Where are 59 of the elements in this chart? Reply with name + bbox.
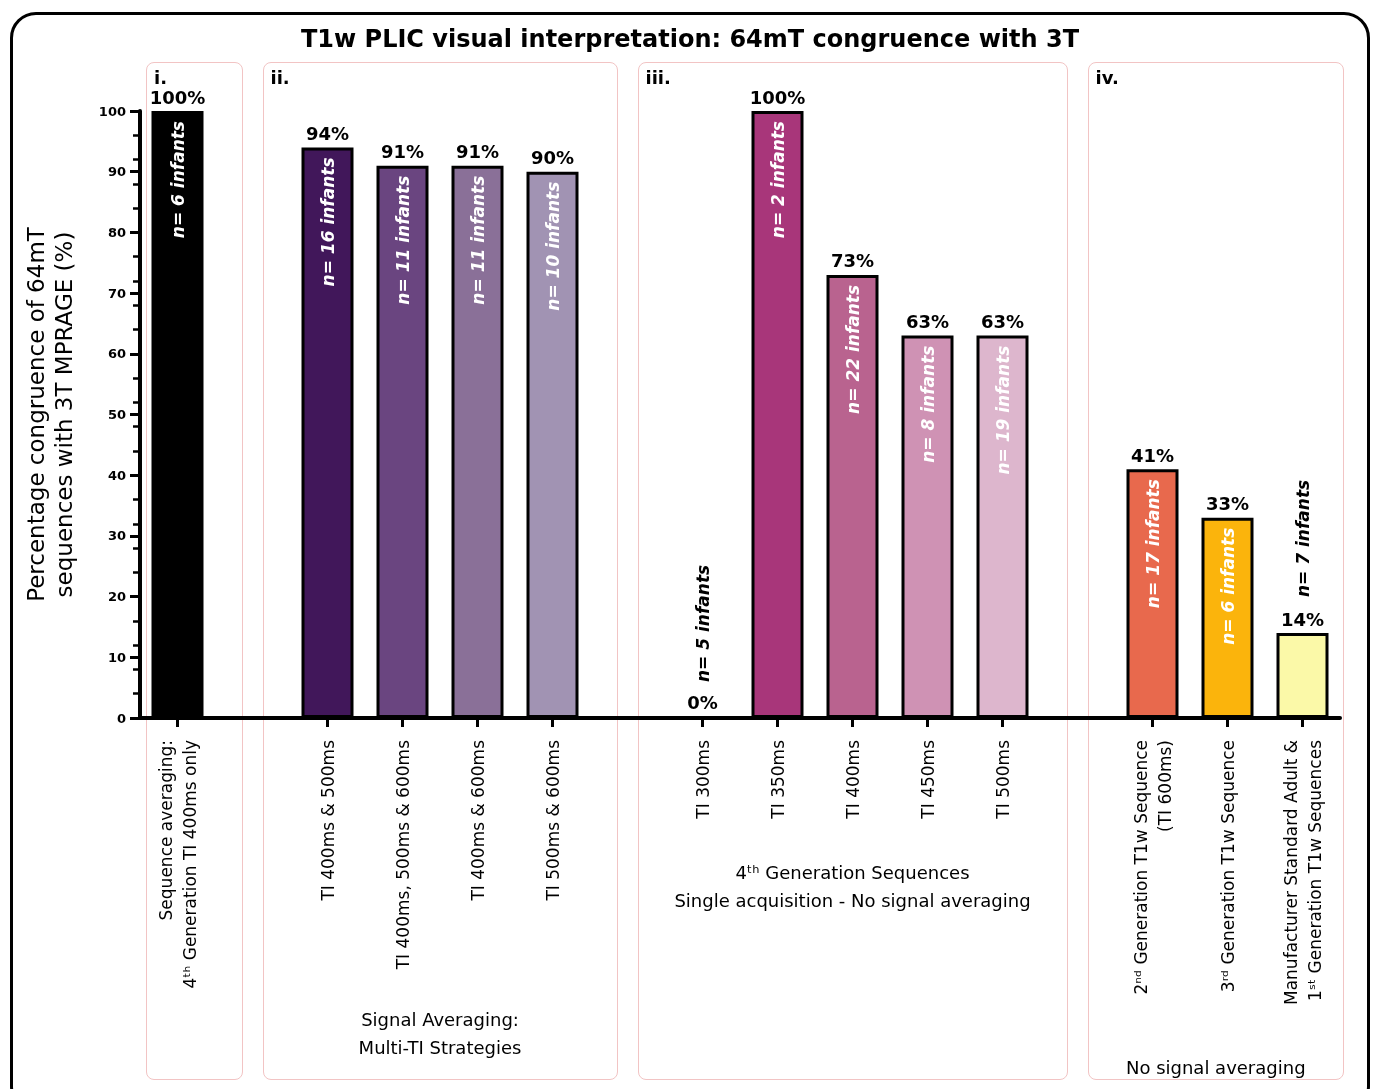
y-tick-label: 70 xyxy=(107,285,126,301)
text: iv. xyxy=(1095,66,1119,88)
x-tick-label: TI 350ms xyxy=(767,739,788,820)
annotation: n= 22 infants xyxy=(842,284,863,414)
y-tick-label: 60 xyxy=(107,346,126,362)
x-tick-label: 3ʳᵈ Generation T1w Sequence xyxy=(1217,740,1238,993)
y-axis-title: Percentage congruence of 64mT sequences with 3T MPRAGE (%) xyxy=(23,226,77,602)
data-label: 0% xyxy=(687,692,718,713)
data-label: 90% xyxy=(530,147,575,169)
text: 4ᵗʰ Generation Sequences Single acquisition - No signal averaging xyxy=(674,861,1031,911)
annotation: n= 10 infants xyxy=(542,181,563,311)
data-label: 63% xyxy=(905,311,950,333)
annotation: n= 2 infants xyxy=(767,121,788,239)
x-tick-label: 2ⁿᵈ Generation T1w Sequence (TI 600ms) xyxy=(1130,740,1175,995)
annotation: n= 5 infants xyxy=(692,564,713,682)
annotation: n= 11 infants xyxy=(467,175,488,305)
data-label: 41% xyxy=(1130,444,1175,466)
x-tick-label: Manufacturer Standard Adult & 1ˢᵗ Generation T1w Sequences xyxy=(1280,739,1325,1005)
y-tick-label: 80 xyxy=(107,224,126,240)
chart-title: T1w PLIC visual interpretation: 64mT congruence with 3T xyxy=(300,25,1080,53)
x-tick-label: TI 450ms xyxy=(917,739,938,820)
y-tick-label: 40 xyxy=(107,467,126,483)
x-tick-label: TI 500ms & 600ms xyxy=(542,739,563,902)
text: ii. xyxy=(270,66,290,88)
data-label: 100% xyxy=(749,86,806,108)
data-label: 94% xyxy=(305,122,350,144)
data-label: 91% xyxy=(380,141,425,163)
y-tick-label: 0 xyxy=(116,710,126,726)
x-tick-label: TI 500ms xyxy=(992,739,1013,820)
text: iii. xyxy=(645,66,671,88)
y-tick-label: 30 xyxy=(107,528,126,544)
annotation: n= 16 infants xyxy=(317,157,338,287)
annotation: n= 17 infants xyxy=(1142,479,1163,609)
y-tick-label: 20 xyxy=(107,589,126,605)
y-tick-label: 100 xyxy=(98,103,126,119)
x-tick-label: TI 400ms & 500ms xyxy=(317,739,338,902)
data-label: 63% xyxy=(980,311,1025,333)
y-tick-label: 50 xyxy=(107,407,126,422)
y-tick-label: 90 xyxy=(107,164,126,180)
text: Signal Averaging: Multi-TI Strategies xyxy=(358,1008,522,1058)
annotation: n= 19 infants xyxy=(992,345,1013,475)
y-tick-label: 10 xyxy=(107,649,126,665)
annotation: n= 8 infants xyxy=(917,345,938,463)
x-tick-label: TI 400ms, 500ms & 600ms xyxy=(392,739,413,971)
data-label: 73% xyxy=(830,250,875,272)
text: i. xyxy=(154,66,168,88)
data-label: 100% xyxy=(149,86,206,108)
annotation: n= 11 infants xyxy=(392,175,413,305)
data-label: 33% xyxy=(1205,493,1250,515)
data-label: 91% xyxy=(455,141,500,163)
annotation: n= 7 infants xyxy=(1292,479,1313,598)
x-tick-label: Sequence averaging: 4ᵗʰ Generation TI 400ms only xyxy=(155,740,200,989)
x-tick-label: TI 400ms & 600ms xyxy=(467,739,488,902)
data-label: 14% xyxy=(1280,608,1325,630)
annotation: n= 6 infants xyxy=(1217,527,1238,645)
text: No signal averaging xyxy=(1125,1056,1306,1078)
annotation: n= 6 infants xyxy=(167,121,188,239)
x-tick-label: TI 300ms xyxy=(692,739,713,820)
x-tick-label: TI 400ms xyxy=(842,739,863,820)
